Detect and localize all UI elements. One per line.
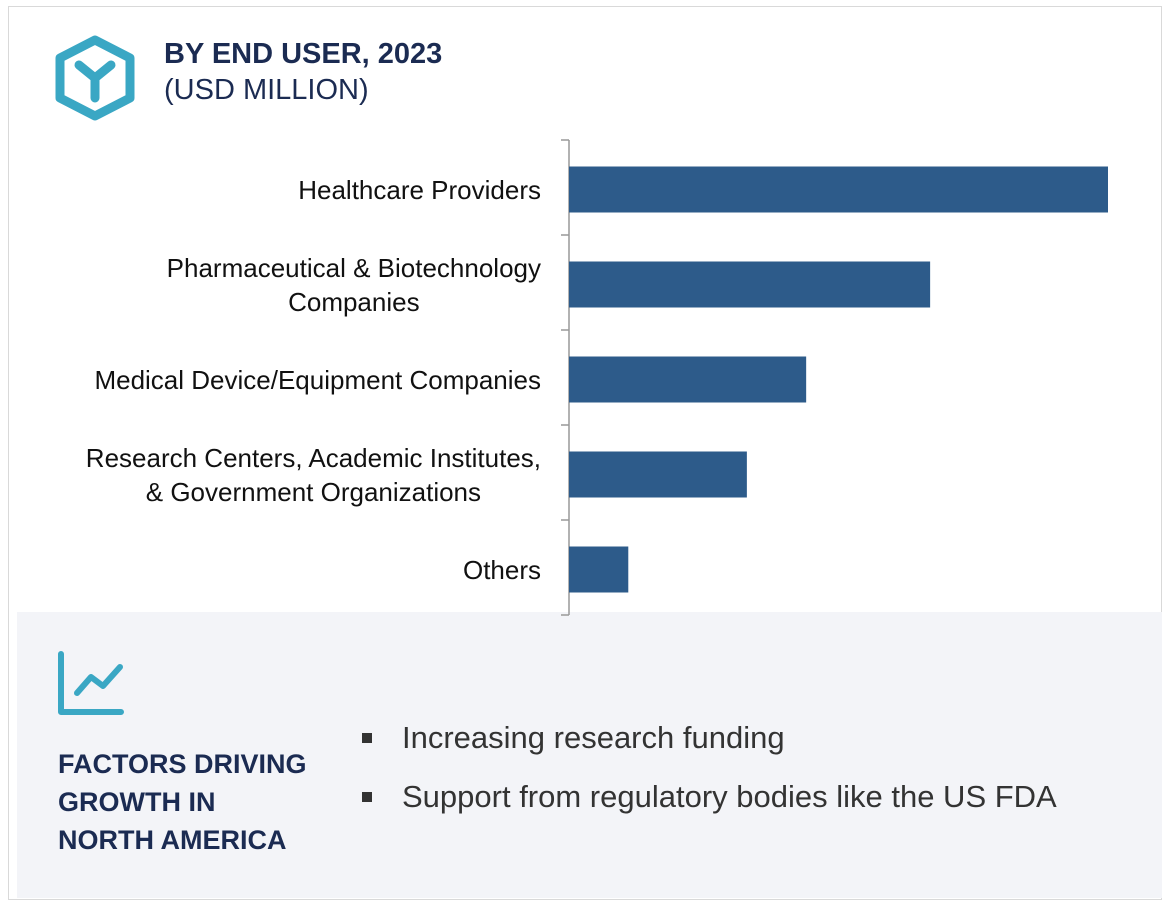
y-tick-label: Pharmaceutical & Biotechnology Companies xyxy=(166,252,541,317)
y-tick-label: Research Centers, Academic Institutes, &… xyxy=(85,442,541,507)
factor-item: Support from regulatory bodies like the … xyxy=(402,779,1057,814)
chart-subtitle: (USD MILLION) xyxy=(164,74,369,106)
bar xyxy=(569,261,931,308)
bar xyxy=(569,546,629,593)
factors-title: FACTORS DRIVING GROWTH IN NORTH AMERICA xyxy=(58,749,307,855)
header-icon xyxy=(55,35,135,121)
factor-item: Increasing research funding xyxy=(402,720,785,755)
factors-panel xyxy=(17,612,1162,898)
trend-icon xyxy=(58,651,124,715)
bar xyxy=(569,166,1108,213)
bullet xyxy=(362,733,372,743)
bullet xyxy=(362,792,372,802)
category-axis xyxy=(561,139,570,616)
y-tick-label: Others xyxy=(462,554,541,585)
chart-title: BY END USER, 2023 xyxy=(164,38,443,70)
bar xyxy=(569,451,747,498)
bar xyxy=(569,356,807,403)
y-tick-label: Medical Device/Equipment Companies xyxy=(94,364,541,395)
y-tick-label: Healthcare Providers xyxy=(298,174,541,205)
